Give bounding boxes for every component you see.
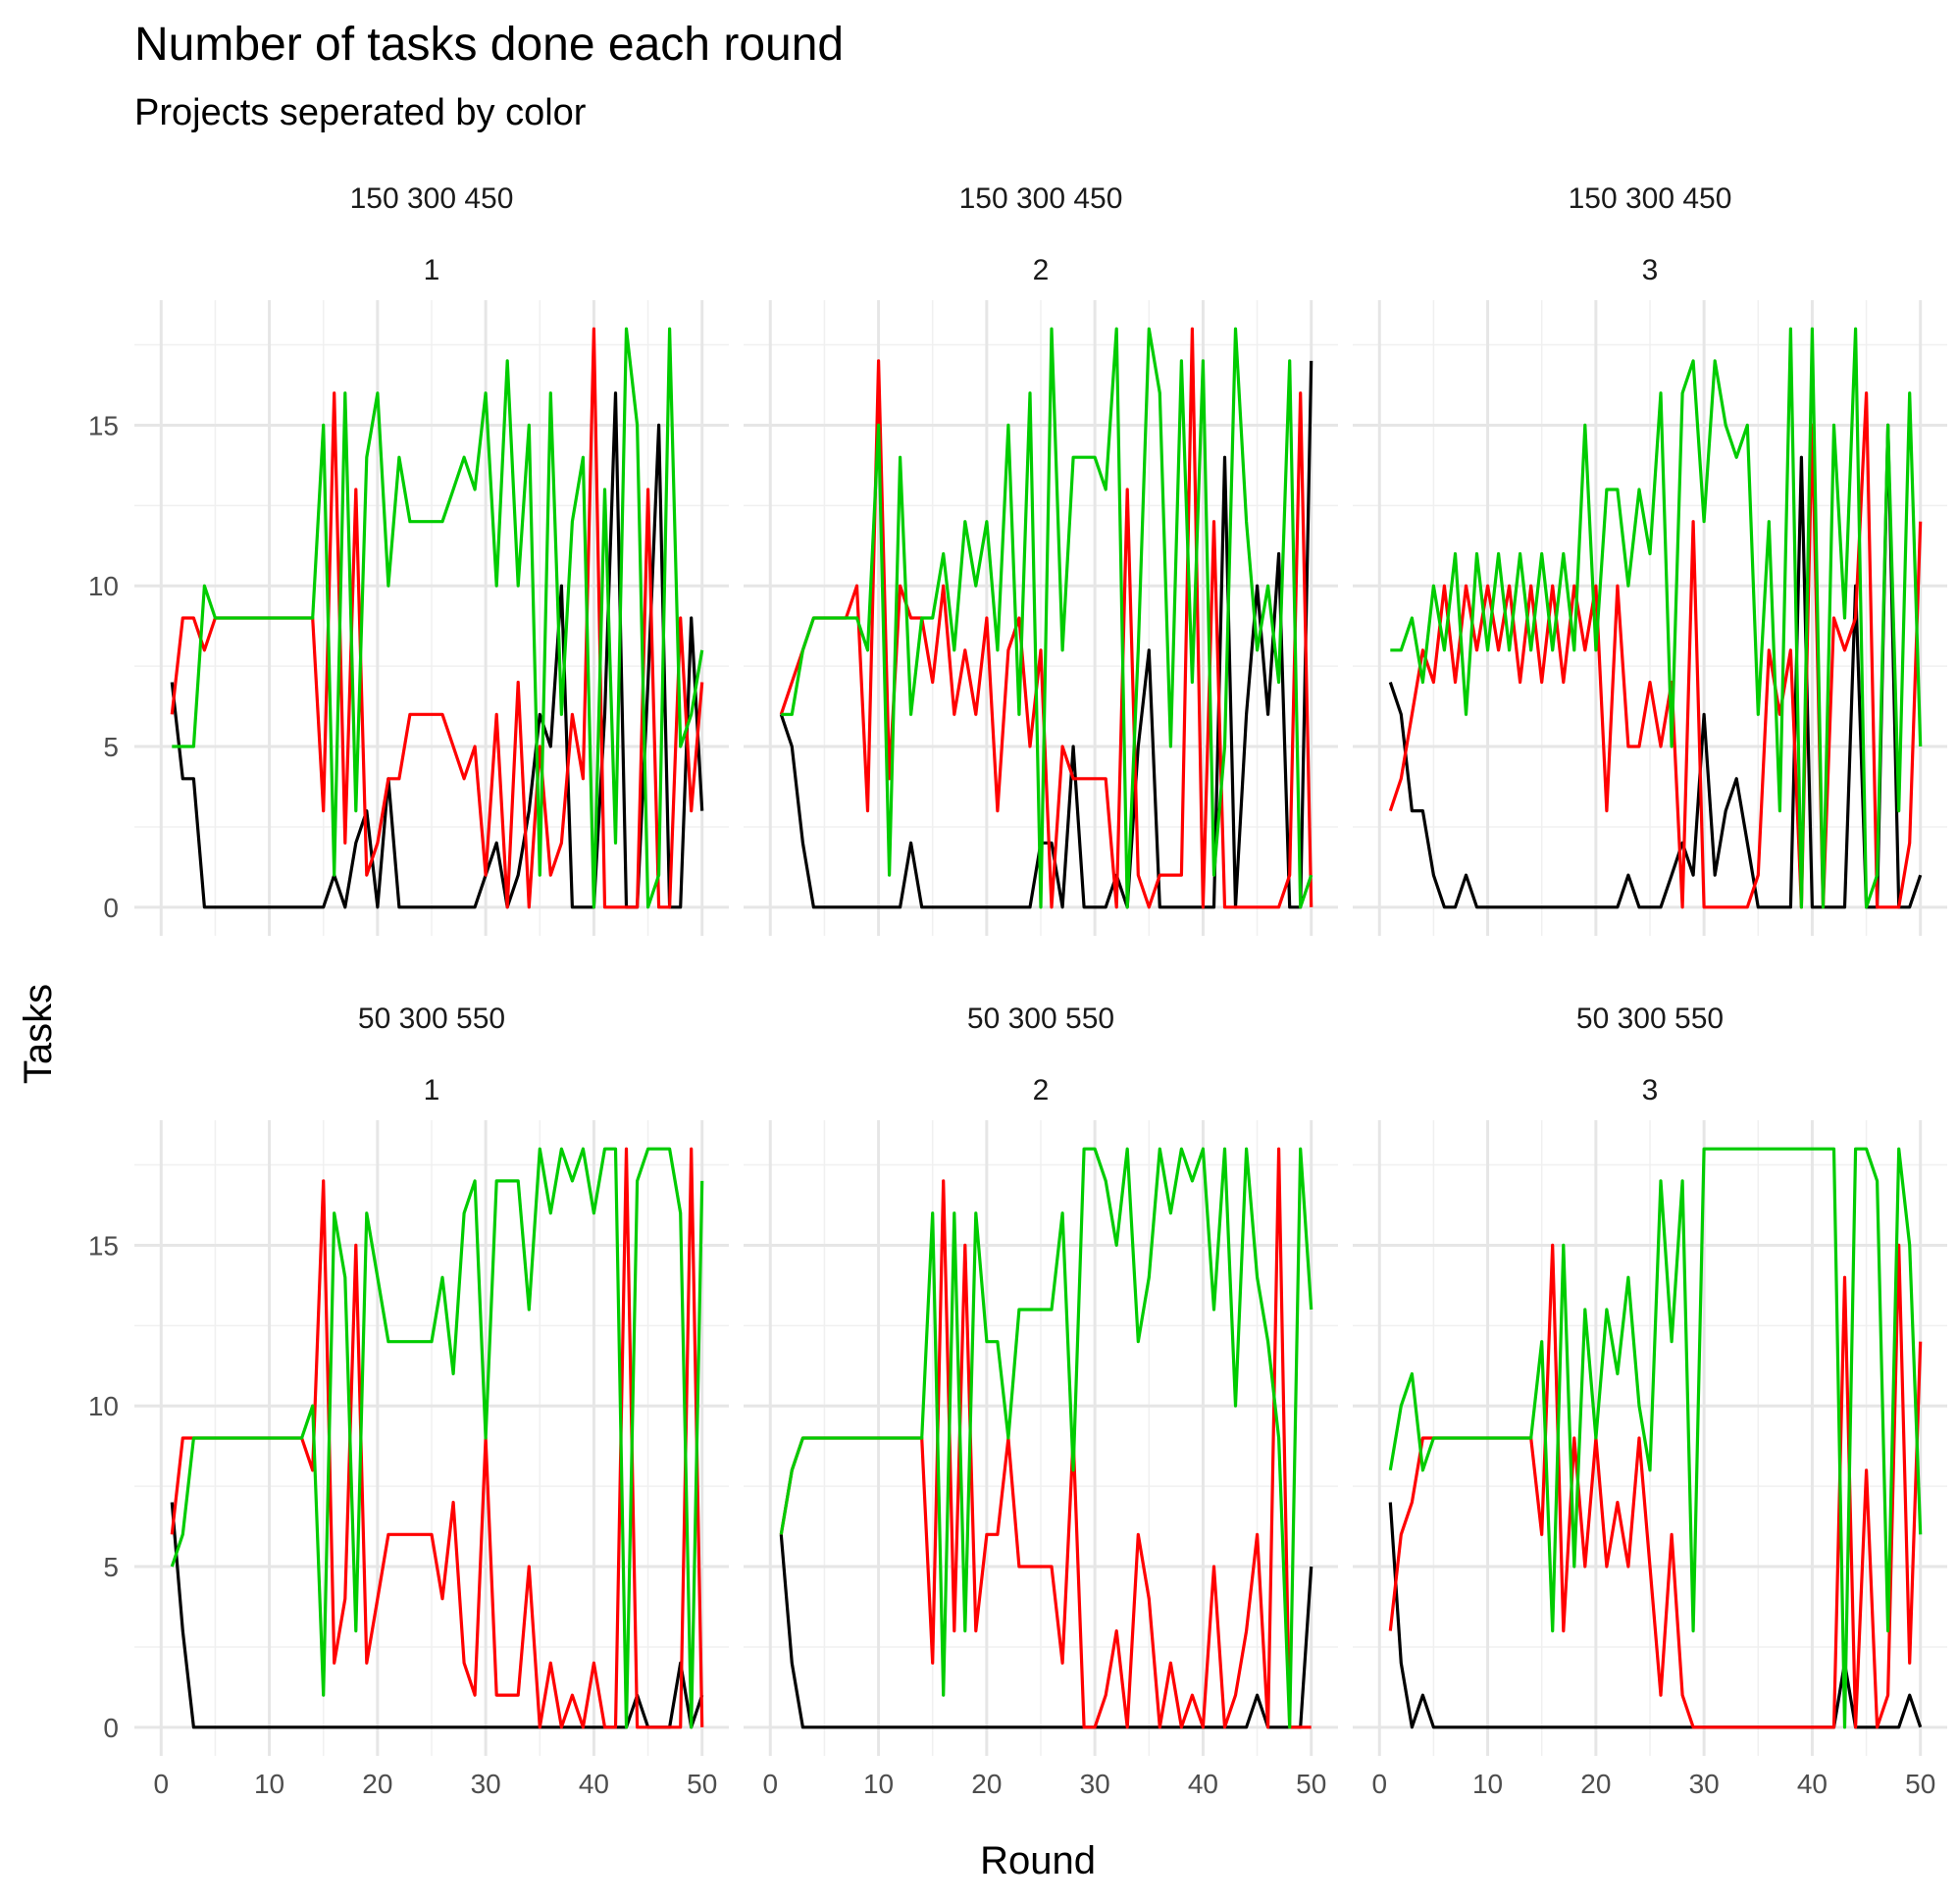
- strip-label-top: 150 300 450: [1569, 182, 1732, 215]
- series-line-black: [170, 391, 704, 909]
- x-tick-label: 0: [1371, 1769, 1387, 1799]
- y-tick-label: 5: [103, 1552, 119, 1582]
- series-line-green: [172, 327, 704, 909]
- strip-label-top: 150 300 450: [350, 182, 514, 215]
- y-tick-label: 10: [88, 1391, 119, 1421]
- series-line-green: [1388, 1147, 1923, 1729]
- x-tick-label: 30: [471, 1769, 501, 1799]
- chart-title: Number of tasks done each round: [134, 19, 844, 71]
- y-tick-label: 15: [88, 410, 119, 440]
- x-tick-label: 50: [1905, 1769, 1935, 1799]
- y-axis-label: Tasks: [17, 984, 60, 1084]
- x-tick-label: 40: [1188, 1769, 1218, 1799]
- x-tick-label: 20: [362, 1769, 392, 1799]
- x-tick-label: 40: [1797, 1769, 1828, 1799]
- strip-label-bottom: 2: [1033, 1074, 1050, 1106]
- series-line-green: [779, 1147, 1313, 1729]
- x-tick-label: 0: [762, 1769, 778, 1799]
- x-tick-label: 40: [579, 1769, 609, 1799]
- y-tick-label: 15: [88, 1230, 119, 1261]
- strip-label-bottom: 1: [424, 1074, 440, 1106]
- strip-label-bottom: 3: [1642, 1074, 1659, 1106]
- x-tick-label: 20: [1580, 1769, 1611, 1799]
- x-tick-label: 0: [153, 1769, 169, 1799]
- series-line-red: [1388, 391, 1923, 909]
- x-tick-label: 30: [1689, 1769, 1720, 1799]
- x-tick-label: 30: [1080, 1769, 1110, 1799]
- strip-label-top: 150 300 450: [959, 182, 1123, 215]
- series-line-green: [781, 327, 1313, 909]
- y-tick-label: 0: [103, 1713, 119, 1743]
- y-tick-label: 0: [103, 893, 119, 923]
- panel-3: 150 300 450 3: [1353, 182, 1947, 936]
- x-tick-label: 20: [971, 1769, 1002, 1799]
- strip-label-bottom: 1: [424, 254, 440, 286]
- chart-subtitle: Projects seperated by color: [134, 92, 587, 133]
- strip-label-top: 50 300 550: [1576, 1003, 1724, 1035]
- x-tick-label: 10: [1472, 1769, 1503, 1799]
- x-tick-label: 50: [687, 1769, 717, 1799]
- y-tick-label: 5: [103, 732, 119, 762]
- y-tick-label: 10: [88, 571, 119, 601]
- series-line-black: [1388, 423, 1923, 909]
- panel-2: 150 300 450 2: [744, 182, 1338, 936]
- x-tick-label: 50: [1296, 1769, 1326, 1799]
- x-tick-label: 10: [254, 1769, 284, 1799]
- strip-label-top: 50 300 550: [358, 1003, 505, 1035]
- strip-label-bottom: 2: [1033, 254, 1050, 286]
- series-line-green: [170, 1147, 704, 1729]
- x-tick-label: 10: [863, 1769, 894, 1799]
- strip-label-bottom: 3: [1642, 254, 1659, 286]
- series-line-green: [1390, 327, 1923, 909]
- series-line-black: [779, 1534, 1313, 1729]
- series-line-red: [779, 327, 1313, 909]
- series-line-black: [779, 360, 1313, 909]
- x-axis-label: Round: [980, 1839, 1096, 1882]
- strip-label-top: 50 300 550: [967, 1003, 1114, 1035]
